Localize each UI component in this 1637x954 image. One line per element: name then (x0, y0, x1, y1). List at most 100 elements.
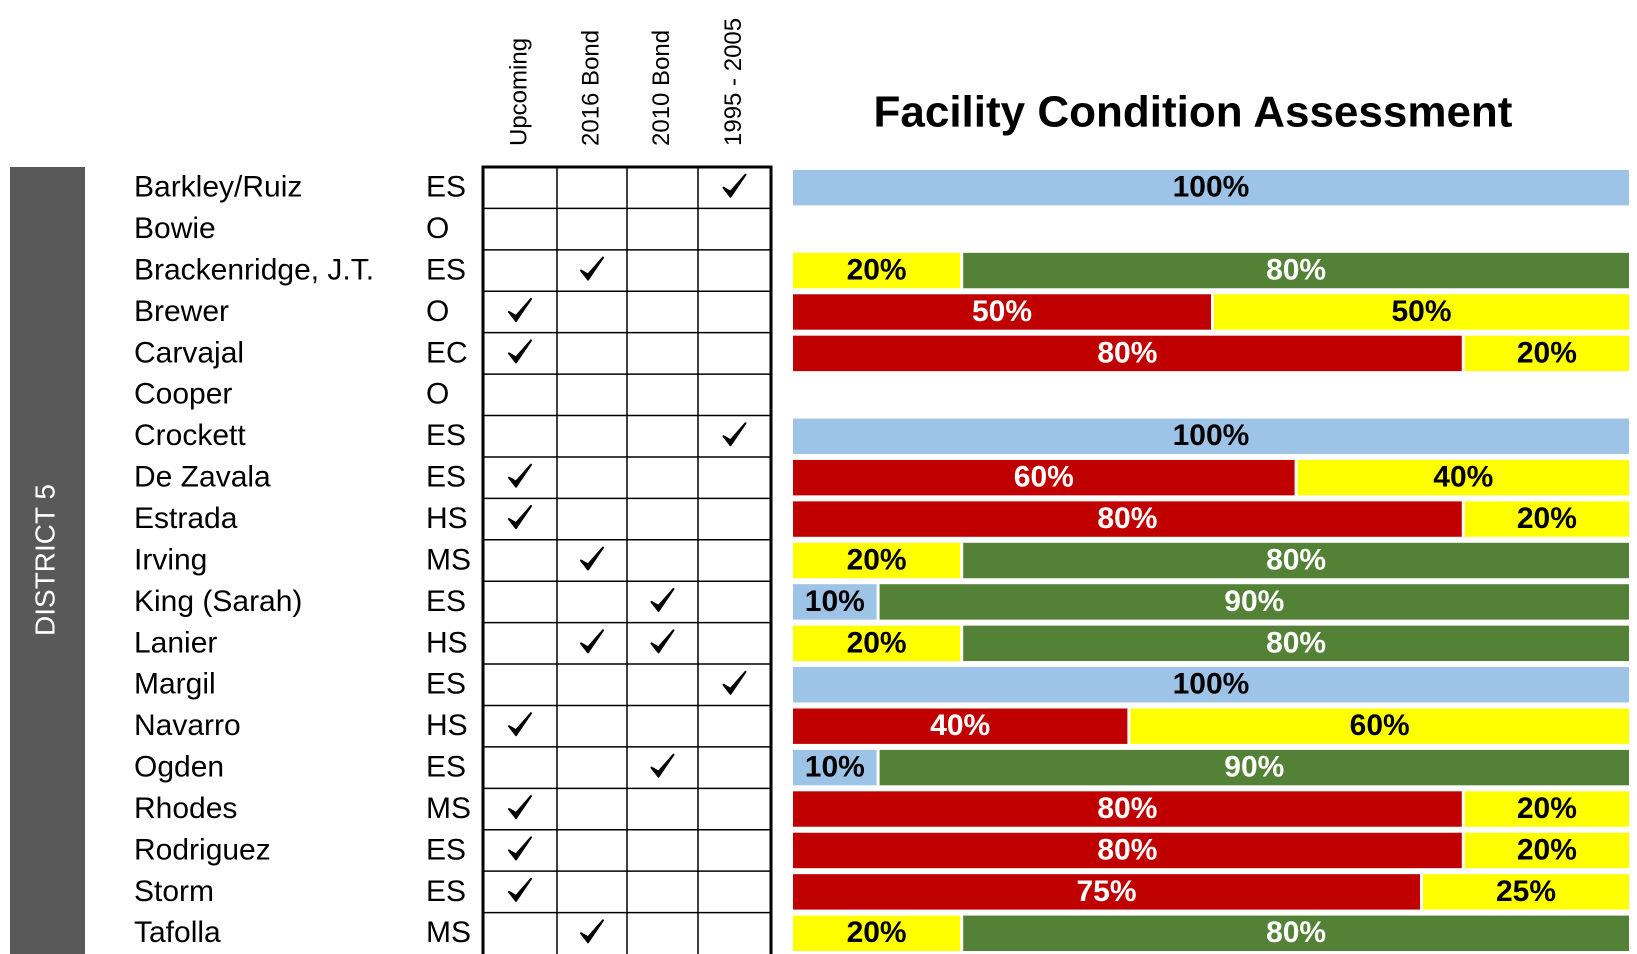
check-mark (722, 173, 747, 198)
bar-label: 80% (1266, 543, 1326, 576)
check-mark (650, 587, 675, 612)
bar-segment (793, 294, 1211, 330)
bar-segment (793, 791, 1462, 827)
school-name: Brewer (134, 295, 229, 328)
school-type: MS (426, 543, 471, 576)
school-name: Carvajal (134, 336, 244, 369)
check-mark (650, 629, 675, 654)
school-type: ES (426, 585, 466, 618)
check-mark (650, 753, 675, 778)
bar-segment (963, 252, 1629, 289)
school-name: Rhodes (134, 792, 237, 825)
school-name: Barkley/Ruiz (134, 171, 302, 204)
bar-segment (963, 915, 1629, 951)
bar-segment (1464, 335, 1629, 372)
bar-segment (793, 542, 961, 579)
bar-label: 20% (1517, 792, 1577, 825)
check-mark (508, 505, 532, 530)
bar-segment (1214, 294, 1629, 330)
school-type: MS (426, 916, 471, 949)
school-type: ES (426, 419, 466, 452)
bar-segment (793, 832, 1462, 869)
school-type: HS (426, 502, 468, 535)
bar-segment (1297, 459, 1629, 496)
bar-label: 20% (847, 543, 907, 576)
school-name: Tafolla (134, 916, 221, 949)
bar-label: 80% (1097, 502, 1157, 535)
school-name: Lanier (134, 626, 217, 659)
check-mark (508, 877, 532, 902)
school-type: ES (426, 461, 466, 494)
school-name: De Zavala (134, 461, 271, 494)
check-mark (508, 795, 532, 820)
school-name: Crockett (134, 419, 246, 452)
bar-label: 80% (1097, 336, 1157, 369)
school-type: HS (426, 626, 468, 659)
bar-segment (1464, 501, 1629, 537)
bar-segment (793, 708, 1128, 744)
check-mark (508, 297, 532, 322)
check-mark (722, 422, 747, 447)
check-mark (580, 546, 604, 571)
column-header: 2016 Bond (577, 30, 604, 146)
bar-segment (793, 252, 961, 289)
bar-segment (793, 915, 961, 951)
bar-label: 80% (1266, 916, 1326, 949)
bar-segment (793, 584, 877, 620)
bar-label: 90% (1224, 751, 1284, 784)
bar-label: 20% (1517, 502, 1577, 535)
bar-segment (1130, 708, 1629, 744)
school-type: O (426, 378, 449, 411)
bar-label: 80% (1097, 833, 1157, 866)
school-type: ES (426, 875, 466, 908)
bar-label: 20% (847, 626, 907, 659)
bar-label: 50% (1391, 295, 1451, 328)
bar-segment (793, 170, 1629, 206)
school-name: Brackenridge, J.T. (134, 253, 374, 286)
title: Facility Condition Assessment (874, 88, 1513, 137)
school-type: O (426, 212, 449, 245)
bar-label: 40% (930, 709, 990, 742)
bar-segment (1464, 791, 1629, 827)
school-name: Estrada (134, 502, 238, 535)
bar-segment (793, 625, 961, 662)
bar-label: 80% (1266, 253, 1326, 286)
bar-segment (1423, 874, 1629, 910)
bar-label: 80% (1266, 626, 1326, 659)
check-mark (722, 670, 747, 695)
bar-label: 60% (1014, 461, 1074, 494)
check-mark (508, 339, 532, 364)
table-border (481, 165, 773, 954)
bar-label: 90% (1224, 585, 1284, 618)
school-name: Margil (134, 668, 216, 701)
school-name: Bowie (134, 212, 216, 245)
check-mark (580, 256, 604, 281)
school-type: HS (426, 709, 468, 742)
bar-label: 40% (1433, 461, 1493, 494)
bar-label: 20% (1517, 833, 1577, 866)
bar-segment (963, 625, 1629, 662)
bar-label: 80% (1097, 792, 1157, 825)
school-type: O (426, 295, 449, 328)
bar-label: 10% (805, 585, 865, 618)
school-type: ES (426, 833, 466, 866)
bar-segment (879, 749, 1629, 786)
bar-segment (793, 749, 877, 786)
check-mark (508, 712, 532, 737)
school-type: MS (426, 792, 471, 825)
district-label: DISTRICT 5 (29, 484, 60, 636)
bar-label: 25% (1496, 875, 1556, 908)
school-name: Navarro (134, 709, 241, 742)
bar-label: 100% (1173, 171, 1250, 204)
school-type: ES (426, 171, 466, 204)
check-mark (508, 463, 532, 488)
bar-segment (793, 335, 1462, 372)
column-header: 1995 - 2005 (720, 18, 747, 146)
bar-label: 60% (1350, 709, 1410, 742)
column-header: Upcoming (505, 38, 532, 146)
bar-label: 20% (847, 253, 907, 286)
bar-segment (793, 874, 1420, 910)
bar-label: 20% (1517, 336, 1577, 369)
